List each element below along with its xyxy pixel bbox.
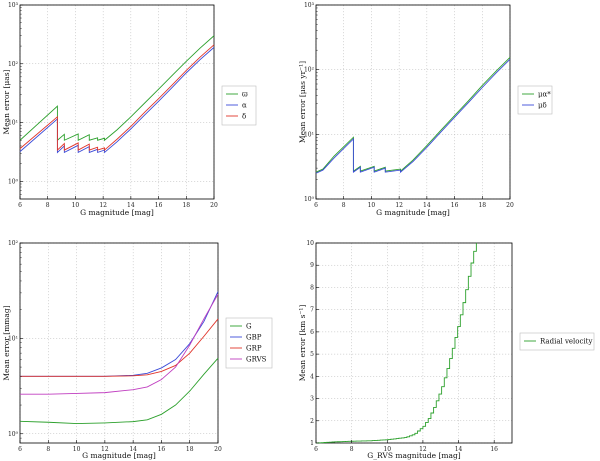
y-axis-label: Mean error [μas yr⁻¹] (298, 61, 307, 143)
legend-label: μα* (538, 91, 551, 99)
y-axis-label: Mean error [μas] (2, 69, 11, 134)
legend-box (221, 85, 257, 126)
legend-label: δ (242, 113, 246, 121)
legend: ϖαδ (221, 85, 257, 126)
legend-label: ϖ (242, 91, 248, 99)
x-tick-label: 20 (210, 202, 218, 209)
plot-frame (315, 4, 511, 200)
y-tick-label: 10¹ (8, 335, 18, 342)
x-tick-label: 10 (73, 446, 81, 453)
x-axis-label: G magnitude [mag] (376, 208, 450, 217)
x-tick-label: 18 (186, 446, 194, 453)
x-tick-label: 14 (129, 446, 137, 453)
legend: G GBP GRP GRVS (225, 317, 273, 369)
series-line-0 (316, 243, 477, 444)
plot-frame (19, 4, 215, 200)
y-tick-label: 10¹ (8, 120, 18, 127)
panel-parallax-position: 6 8 10 12 14 16 18 20 10⁰ 10¹ 10² 10³ G magnitude [… (2, 2, 257, 217)
plot-frame (19, 242, 219, 444)
y-tick-label: 3 (310, 396, 314, 403)
y-tick-label: 10² (304, 67, 315, 74)
series-line-3 (20, 294, 219, 395)
x-tick-label: 12 (99, 202, 107, 209)
y-tick-label: 10³ (8, 2, 19, 9)
y-tick-label: 7 (310, 307, 314, 314)
x-tick-label: 18 (478, 202, 486, 209)
legend-label: α (242, 102, 247, 110)
x-tick-label: 8 (350, 446, 354, 453)
plot-frame (315, 242, 513, 444)
x-tick-label: 10 (72, 202, 80, 209)
y-tick-label: 5 (310, 351, 314, 358)
y-tick-label: 10² (8, 240, 19, 247)
x-tick-label: 16 (490, 446, 498, 453)
x-axis-label: G magnitude [mag] (80, 208, 154, 217)
x-tick-label: 18 (182, 202, 190, 209)
x-tick-label: 10 (383, 446, 391, 453)
y-axis-label: Mean error [km s⁻¹] (298, 305, 307, 382)
y-tick-label: 4 (310, 373, 314, 380)
legend-label: GRVS (246, 356, 267, 364)
y-tick-label: 10³ (304, 2, 315, 9)
series-line-0 (315, 57, 511, 173)
legend-label: Radial velocity (540, 338, 592, 346)
x-tick-label: 20 (214, 446, 222, 453)
legend: μα* μδ (517, 85, 553, 115)
x-tick-label: 6 (18, 446, 22, 453)
x-tick-label: 16 (158, 446, 166, 453)
series-line-2 (19, 44, 215, 152)
panel-photometry: 6 8 10 12 14 16 18 20 10⁰ 10¹ 10² G magnitude [mag… (2, 240, 273, 460)
x-tick-label: 10 (368, 202, 376, 209)
legend-label: G (246, 323, 252, 331)
x-tick-label: 14 (423, 202, 431, 209)
series-line-1 (20, 291, 219, 377)
y-tick-label: 10² (8, 61, 19, 68)
y-tick-label: 9 (310, 262, 314, 269)
legend: Radial velocity (519, 332, 595, 351)
y-tick-label: 6 (310, 329, 314, 336)
x-tick-label: 6 (18, 202, 22, 209)
y-tick-label: 10 (306, 240, 314, 247)
x-tick-label: 12 (419, 446, 427, 453)
x-tick-label: 16 (451, 202, 459, 209)
y-tick-label: 1 (310, 440, 314, 447)
y-tick-label: 10¹ (304, 131, 314, 138)
x-tick-label: 14 (455, 446, 463, 453)
legend-label: GBP (246, 334, 262, 342)
x-tick-label: 6 (314, 446, 318, 453)
x-tick-label: 6 (314, 202, 318, 209)
x-tick-label: 14 (127, 202, 135, 209)
series-line-2 (20, 318, 219, 377)
x-tick-label: 12 (395, 202, 403, 209)
x-tick-label: 12 (101, 446, 109, 453)
legend-box (517, 85, 553, 115)
y-tick-label: 10⁰ (304, 196, 315, 203)
x-axis-label: G magnitude [mag] (82, 451, 156, 460)
y-axis-label: Mean error [mmag] (2, 305, 11, 380)
y-tick-label: 10⁰ (8, 431, 19, 438)
legend-label: GRP (246, 345, 262, 353)
panel-proper-motion: 6 8 10 12 14 16 18 20 10⁰ 10¹ 10² 10³ G magnitude [… (298, 2, 553, 217)
y-tick-label: 8 (310, 284, 314, 291)
x-tick-label: 16 (155, 202, 163, 209)
x-tick-label: 8 (46, 446, 50, 453)
legend-box (519, 332, 595, 351)
x-tick-label: 8 (342, 202, 346, 209)
series-line-1 (315, 58, 511, 174)
series-line-0 (19, 357, 219, 424)
x-tick-label: 8 (46, 202, 50, 209)
series-line-0 (19, 35, 215, 142)
y-tick-label: 10⁰ (8, 178, 19, 185)
x-tick-label: 20 (506, 202, 514, 209)
y-tick-label: 2 (310, 418, 314, 425)
x-axis-label: G_RVS magnitude [mag] (367, 451, 460, 460)
legend-label: μδ (538, 102, 547, 110)
